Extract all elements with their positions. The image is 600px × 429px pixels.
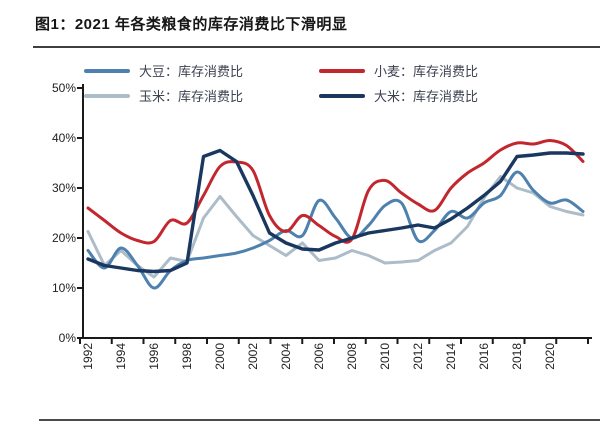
x-tick-label: 2020 — [543, 343, 557, 370]
x-tick-label: 2012 — [411, 343, 425, 370]
legend-label-wheat: 小麦：库存消费比 — [374, 64, 479, 79]
legend-item-rice: 大米：库存消费比 — [319, 86, 554, 105]
wheat-line-swatch — [319, 68, 365, 73]
legend-label-soybean: 大豆：库存消费比 — [139, 64, 244, 79]
x-tick-label: 2014 — [444, 343, 458, 370]
rice-line-swatch — [319, 93, 365, 98]
x-tick-label: 2010 — [378, 343, 392, 370]
x-tick-label: 2000 — [213, 343, 227, 370]
x-tick-label: 1998 — [180, 343, 194, 370]
x-tick-label: 2002 — [246, 343, 260, 370]
y-tick-label: 50% — [51, 81, 76, 95]
x-tick-label: 2018 — [510, 343, 524, 370]
legend-item-soybean: 大豆：库存消费比 — [84, 61, 319, 80]
y-tick-label: 10% — [51, 281, 76, 295]
legend-item-wheat: 小麦：库存消费比 — [319, 61, 554, 80]
legend-label-rice: 大米：库存消费比 — [374, 89, 479, 104]
series-line-1 — [86, 139, 585, 245]
legend-label-corn: 玉米：库存消费比 — [139, 89, 244, 104]
x-tick-label: 2006 — [312, 343, 326, 370]
soybean-line-swatch — [84, 68, 130, 73]
corn-line-swatch — [84, 93, 130, 98]
y-tick-label: 40% — [51, 131, 76, 145]
legend-item-corn: 玉米：库存消费比 — [84, 86, 319, 105]
x-tick-label: 2008 — [345, 343, 359, 370]
x-tick-label: 1996 — [147, 343, 161, 370]
title-divider — [33, 46, 600, 48]
y-tick-label: 0% — [58, 331, 76, 345]
legend-row: 大豆：库存消费比 小麦：库存消费比 — [84, 58, 554, 83]
figure-bottom-divider — [39, 419, 600, 421]
chart-legend: 大豆：库存消费比 小麦：库存消费比 玉米：库存消费比 大米：库存消费比 — [84, 58, 554, 108]
series-line-3 — [86, 148, 585, 274]
figure-title: 图1：2021 年各类粮食的库存消费比下滑明显 — [35, 16, 348, 33]
legend-row: 玉米：库存消费比 大米：库存消费比 — [84, 83, 554, 108]
x-tick-label: 1992 — [81, 343, 95, 370]
x-tick-label: 1994 — [114, 343, 128, 370]
y-tick-label: 30% — [51, 181, 76, 195]
series-line-2 — [86, 175, 585, 279]
x-tick-label: 2016 — [477, 343, 491, 370]
y-tick-label: 20% — [51, 231, 76, 245]
x-tick-label: 2004 — [279, 343, 293, 370]
